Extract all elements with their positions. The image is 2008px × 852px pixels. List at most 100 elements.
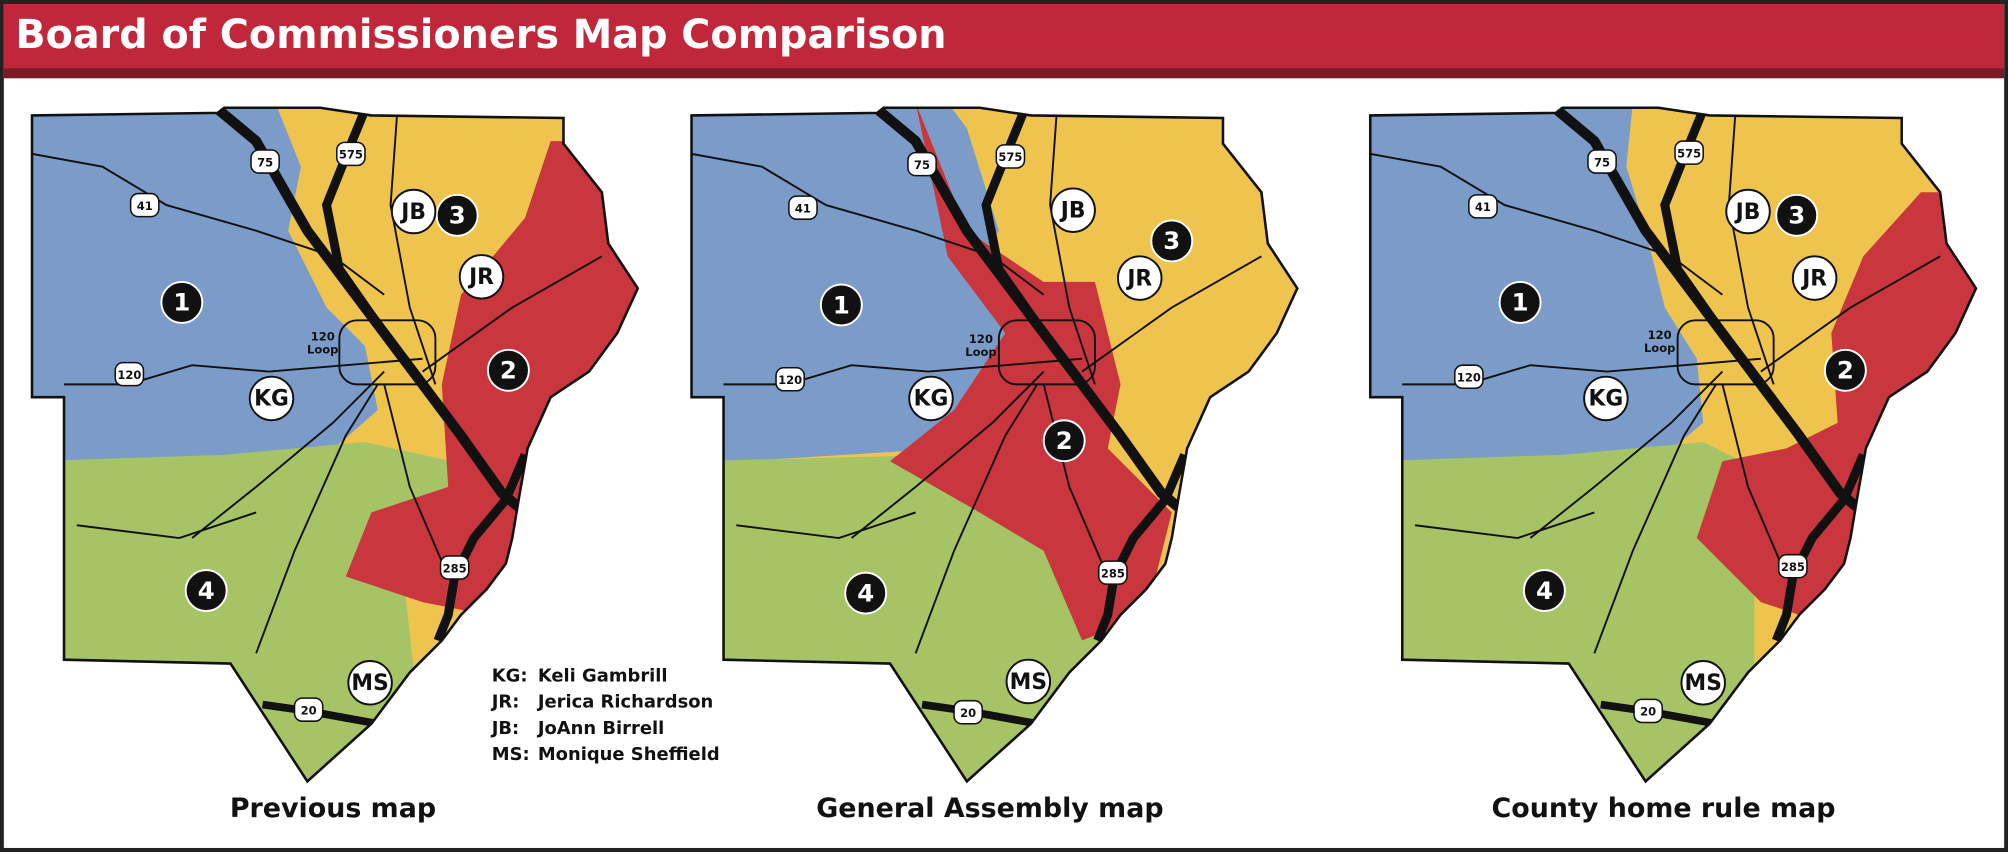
- road-shield: [907, 151, 937, 177]
- district-marker: [160, 280, 204, 324]
- commissioner-marker: [1725, 188, 1771, 235]
- road: [1660, 111, 1727, 336]
- legend-code: JB:: [491, 718, 519, 739]
- district-marker: [1522, 569, 1566, 613]
- commissioner-marker: [390, 188, 437, 235]
- district-area: [890, 107, 1172, 641]
- legend-name: Monique Sheffield: [538, 744, 720, 765]
- district-label: 1: [173, 288, 190, 317]
- commissioner-marker: [1005, 658, 1052, 705]
- commissioner-label: KG: [914, 387, 949, 412]
- road-shield: [114, 361, 145, 387]
- road: [321, 111, 388, 336]
- district-label: 3: [1788, 201, 1805, 230]
- district-label: 2: [500, 356, 517, 385]
- loop-road: [338, 319, 437, 386]
- legend-name: Jerica Richardson: [537, 692, 713, 713]
- loop-label: Loop: [965, 345, 996, 359]
- road-label: 75: [257, 155, 273, 169]
- district-marker: [1823, 348, 1867, 392]
- road: [1049, 115, 1096, 385]
- maps: 755754112028520120Loop1234KGJRJBMSPrevio…: [30, 106, 1978, 824]
- road: [1081, 255, 1262, 373]
- commissioner-label: MS: [1685, 671, 1722, 696]
- road-label: 285: [1781, 560, 1805, 574]
- district-marker: [435, 193, 479, 237]
- page-title: Board of Commissioners Map Comparison: [15, 12, 946, 58]
- road: [422, 255, 603, 373]
- commissioner-label: JR: [1125, 266, 1152, 291]
- commissioner-marker: [908, 375, 954, 422]
- legend-code: KG:: [492, 665, 528, 686]
- road: [691, 152, 1045, 296]
- title-bar-stripe: [3, 68, 2005, 79]
- road: [1593, 383, 1717, 654]
- road-label: 20: [960, 706, 976, 720]
- map-caption: General Assembly map: [816, 793, 1163, 824]
- commissioner-label: KG: [1589, 387, 1624, 412]
- road: [64, 357, 423, 386]
- road-shield: [293, 697, 324, 722]
- road: [851, 370, 1045, 539]
- commissioner-label: MS: [351, 671, 388, 696]
- road-label: 120: [778, 373, 802, 387]
- district-label: 1: [1512, 288, 1529, 317]
- road-shield: [1633, 698, 1664, 724]
- commissioner-marker: [347, 660, 393, 706]
- road-shield: [439, 555, 470, 580]
- road-label: 575: [339, 148, 363, 162]
- loop-label: Loop: [307, 342, 338, 356]
- district-label: 2: [1056, 426, 1073, 455]
- road: [32, 152, 385, 296]
- legend-name: JoAnn Birrell: [537, 718, 664, 739]
- road-label: 285: [1101, 566, 1125, 580]
- road-label: 41: [1475, 200, 1491, 214]
- road: [389, 115, 437, 385]
- title-bar: [3, 4, 2005, 69]
- road: [1414, 511, 1595, 540]
- road-label: 75: [914, 158, 930, 172]
- county-outline: [30, 106, 640, 784]
- road: [1760, 255, 1941, 373]
- commissioner-marker: [1680, 660, 1726, 706]
- road-shield: [250, 149, 280, 174]
- commissioner-label: JR: [467, 265, 494, 290]
- road: [1529, 370, 1724, 539]
- map-caption: County home rule map: [1492, 793, 1836, 824]
- road-label: 41: [137, 199, 153, 213]
- road: [914, 383, 1039, 654]
- district-marker: [844, 571, 888, 615]
- commissioner-label: JR: [1800, 266, 1827, 291]
- district-label: 3: [449, 201, 466, 230]
- road-label: 575: [998, 150, 1022, 164]
- road: [1727, 115, 1775, 385]
- road-label: 120: [1457, 370, 1481, 384]
- district-marker: [486, 348, 530, 392]
- district-label: 4: [198, 576, 215, 605]
- road: [383, 384, 450, 577]
- road: [1093, 453, 1189, 643]
- road: [255, 383, 379, 654]
- legend: KG: Keli Gambrill JR: Jerica Richardson JB: J…: [491, 665, 720, 765]
- road-label: 575: [1677, 146, 1701, 160]
- legend-code: MS:: [492, 744, 530, 765]
- district-label: 4: [857, 578, 874, 607]
- loop-label: Loop: [1644, 341, 1675, 355]
- district-label: 2: [1837, 356, 1854, 385]
- road-label: 285: [443, 561, 467, 575]
- commissioner-label: MS: [1010, 670, 1047, 695]
- road: [981, 111, 1048, 336]
- district-marker: [1498, 280, 1542, 324]
- commissioner-label: JB: [1059, 198, 1086, 223]
- commissioner-label: JB: [399, 200, 426, 225]
- loop-road: [997, 319, 1096, 386]
- road-shield: [995, 144, 1026, 169]
- road: [736, 511, 916, 540]
- road-label: 20: [301, 703, 317, 717]
- road-label: 41: [795, 201, 811, 215]
- loop-label: 120: [1648, 328, 1672, 342]
- district-label: 4: [1536, 576, 1553, 605]
- commissioner-label: JB: [1734, 200, 1761, 225]
